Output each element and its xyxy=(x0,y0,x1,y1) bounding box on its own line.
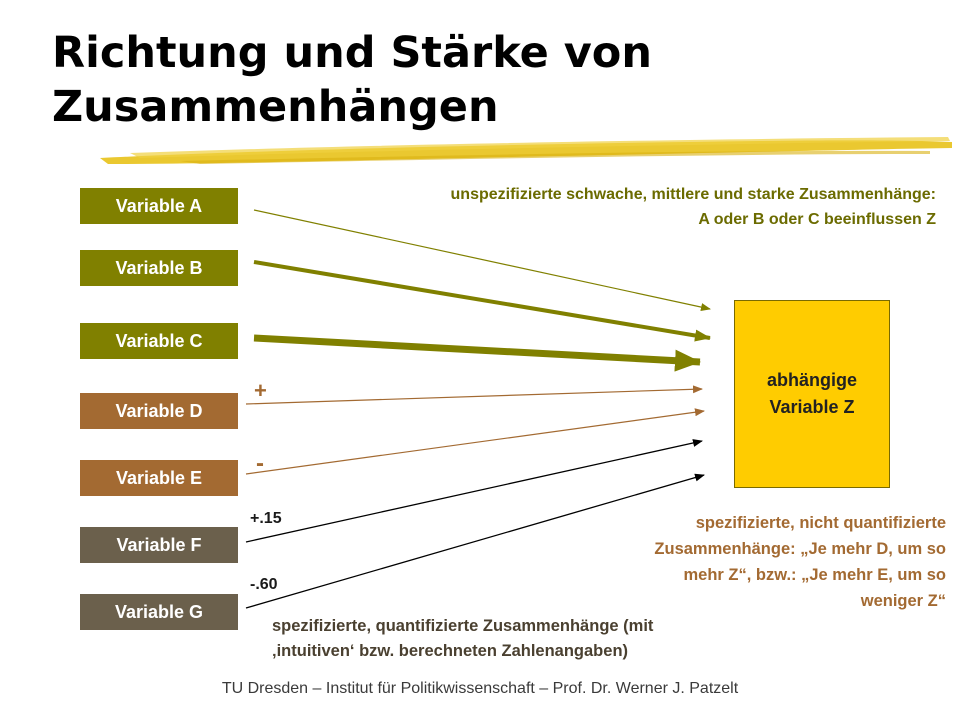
variable-b-label: Variable B xyxy=(115,257,203,278)
dependent-line2: Variable Z xyxy=(769,397,855,417)
variable-g-label: Variable G xyxy=(114,601,204,622)
variable-e-box: Variable E xyxy=(80,460,238,496)
arrow-f-to-z xyxy=(245,439,703,543)
note-specified-quantified: spezifizierte, quantifizierte Zusammenhä… xyxy=(272,614,792,664)
variable-a-label: Variable A xyxy=(115,195,203,216)
variable-d-box: Variable D xyxy=(80,393,238,429)
note-right-line3: mehr Z“, bzw.: „Je mehr E, um so xyxy=(683,566,946,584)
arrow-e-to-z xyxy=(245,408,705,475)
note-right-line1: spezifizierte, nicht quantifizierte xyxy=(695,514,946,532)
note-right-line4: weniger Z“ xyxy=(860,592,946,610)
arrow-a-to-z xyxy=(253,209,711,311)
variable-f-label: Variable F xyxy=(116,534,202,555)
variable-f-box: Variable F xyxy=(80,527,238,563)
note-bottom-line1: spezifizierte, quantifizierte Zusammenhä… xyxy=(272,617,654,635)
coefficient-f: +.15 xyxy=(250,510,282,527)
note-specified-unquantified: spezifizierte, nicht quantifizierte Zusa… xyxy=(560,510,946,614)
variable-g-box: Variable G xyxy=(80,594,238,630)
variable-c-box: Variable C xyxy=(80,323,238,359)
footer-credit: TU Dresden – Institut für Politikwissens… xyxy=(221,680,739,697)
dependent-variable-z-box: abhängige Variable Z xyxy=(734,300,890,488)
page-title: Richtung und Stärke von Zusammenhängen xyxy=(52,28,652,132)
dependent-line1: abhängige xyxy=(766,370,857,390)
variable-d-label: Variable D xyxy=(115,400,203,421)
arrow-c-to-z xyxy=(253,334,701,372)
variable-c-label: Variable C xyxy=(115,330,203,351)
arrow-b-to-z xyxy=(253,260,711,342)
variable-b-box: Variable B xyxy=(80,250,238,286)
arrow-d-to-z xyxy=(245,385,703,405)
coefficient-g: -.60 xyxy=(250,576,278,593)
note-top-line1: unspezifizierte schwache, mittlere und s… xyxy=(450,186,936,203)
note-top-line2: A oder B oder C beeinflussen Z xyxy=(698,211,936,228)
note-bottom-line2: ‚intuitiven‘ bzw. berechneten Zahlenanga… xyxy=(272,642,629,660)
note-unspecified: unspezifizierte schwache, mittlere und s… xyxy=(240,182,936,232)
variable-e-label: Variable E xyxy=(115,467,203,488)
sign-d: + xyxy=(254,378,267,403)
sign-e: - xyxy=(256,450,264,477)
note-right-line2: Zusammenhänge: „Je mehr D, um so xyxy=(654,540,946,558)
variable-a-box: Variable A xyxy=(80,188,238,224)
arrow-g-to-z xyxy=(245,473,705,609)
